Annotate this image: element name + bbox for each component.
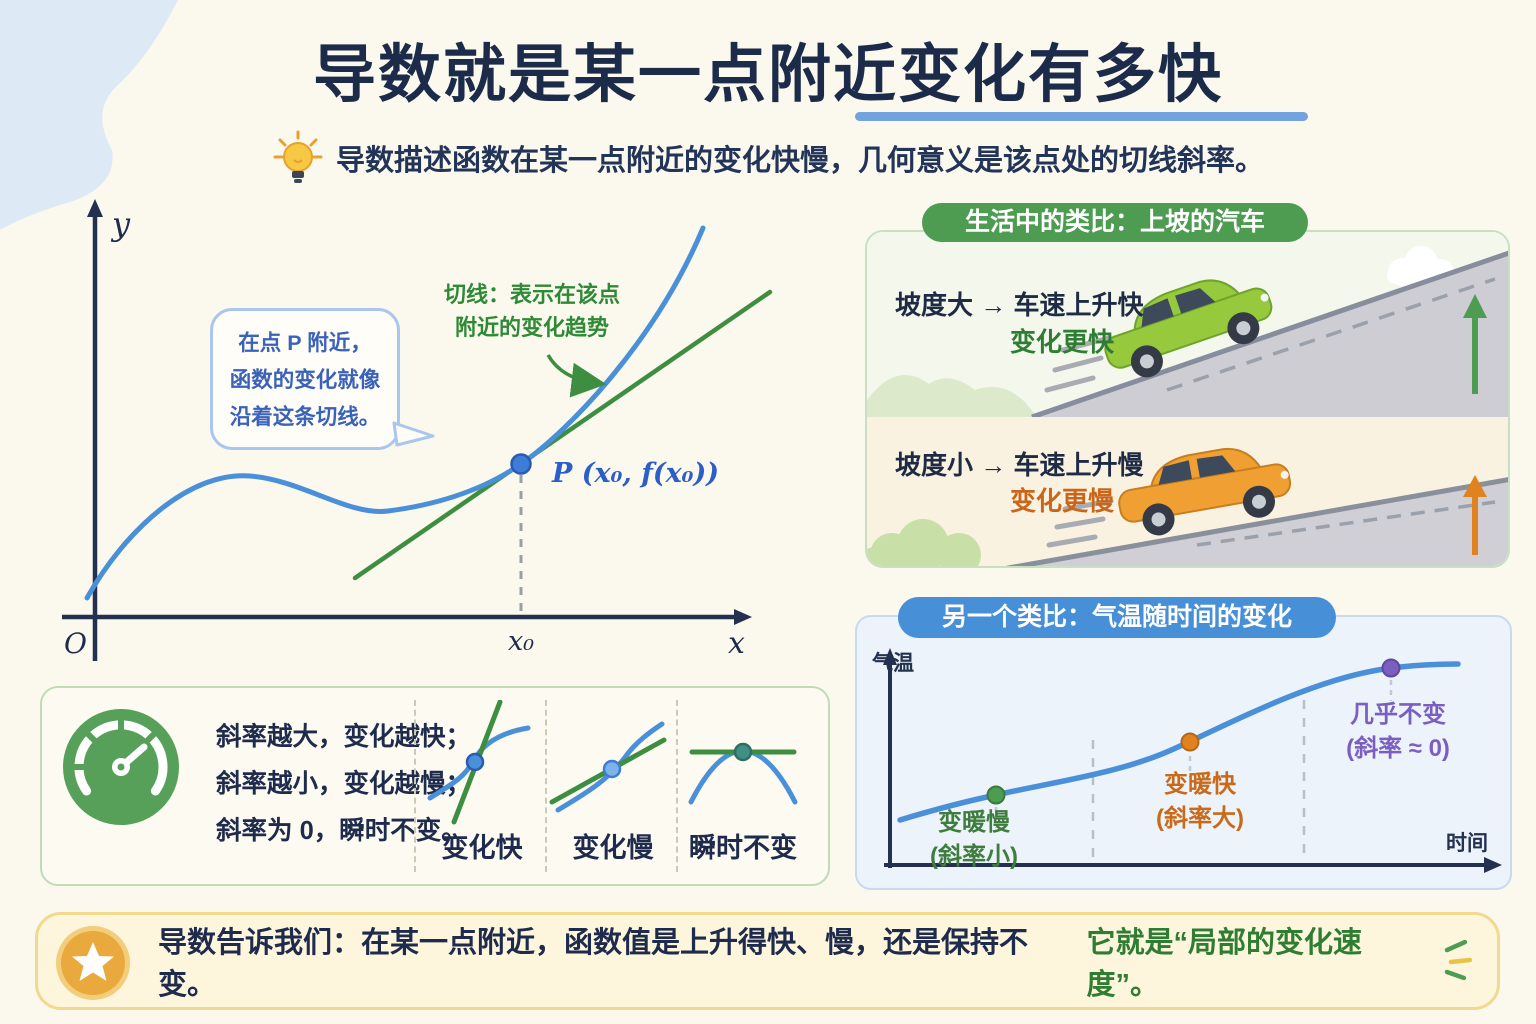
banner-main-text: 导数告诉我们：在某一点附近，函数值是上升得快、慢，还是保持不变。 — [158, 927, 1029, 1001]
divider — [545, 700, 547, 872]
sparkle-icon — [1444, 939, 1473, 981]
gentle-slope-graphic — [867, 447, 1508, 566]
green-car — [1104, 279, 1273, 378]
temperature-chart: 气温 时间 — [871, 648, 1502, 873]
lightbulb-icon — [273, 130, 323, 183]
speech-bubble: 在点 P 附近， 函数的变化就像 沿着这条切线。 — [210, 308, 400, 450]
gentle-caption: 坡度小 → 车速上升慢 — [895, 450, 1144, 480]
tangent-line — [352, 289, 773, 581]
mini-graph-flat — [688, 742, 798, 805]
temp-y-label: 气温 — [871, 651, 914, 675]
fast-point — [1180, 732, 1200, 752]
cloud — [1387, 246, 1454, 286]
note-arrow — [546, 354, 607, 398]
banner-accent-text: 它就是“局部的变化速度”。 — [1086, 927, 1362, 1001]
title-underline — [855, 112, 1308, 121]
origin-label: O — [64, 627, 87, 660]
tangent-note: 切线：表示在该点 附近的变化趋势 — [443, 282, 620, 340]
subtitle-row: 导数描述函数在某一点附近的变化快慢，几何意义是该点处的切线斜率。 — [0, 130, 1536, 186]
x-axis-label: x — [728, 626, 745, 661]
divider — [676, 700, 678, 872]
x0-tick-label: x₀ — [508, 626, 534, 657]
mini-label-fast: 变化快 — [441, 833, 523, 863]
subtitle-text: 导数描述函数在某一点附近的变化快慢，几何意义是该点处的切线斜率。 — [335, 145, 1264, 177]
slope-rules-text: 斜率越大，变化越快； 斜率越小，变化越慢； 斜率为 0，瞬时不变。 — [216, 723, 472, 846]
star-icon — [56, 926, 130, 1000]
steep-slope-scene: 坡度大 → 车速上升快 变化更快 — [867, 232, 1508, 417]
temp-x-label: 时间 — [1446, 832, 1488, 855]
summary-banner: 导数告诉我们：在某一点附近，函数值是上升得快、慢，还是保持不变。 它就是“局部的… — [35, 912, 1500, 1010]
banner-text: 导数告诉我们：在某一点附近，函数值是上升得快、慢，还是保持不变。 它就是“局部的… — [158, 915, 1473, 1007]
steep-subcaption: 变化更快 — [1010, 327, 1115, 357]
y-axis-arrow — [87, 199, 103, 217]
divider — [414, 700, 416, 872]
mini-graph-slow — [549, 721, 667, 813]
point-label: P (x₀, f(x₀)) — [552, 458, 720, 489]
y-axis-label: y — [110, 205, 131, 243]
car-panel: 坡度大 → 车速上升快 变化更快 — [865, 230, 1510, 568]
temp-panel-header: 另一个类比：气温随时间的变化 — [898, 597, 1336, 638]
x-axis-arrow — [734, 609, 752, 625]
speech-bubble-tail — [392, 421, 435, 447]
function-graph: y x O x₀ — [62, 199, 773, 661]
car-panel-header: 生活中的类比：上坡的汽车 — [922, 203, 1308, 242]
tangent-point — [510, 453, 532, 475]
speedometer-icon — [63, 709, 179, 825]
fast-point-label: 变暖快 (斜率大) — [1156, 771, 1244, 833]
flat-point — [1381, 658, 1401, 678]
steep-caption: 坡度大 → 车速上升快 — [895, 290, 1144, 320]
flat-point-label: 几乎不变 (斜率 ≈ 0) — [1346, 701, 1450, 763]
mini-label-slow: 变化慢 — [572, 833, 654, 863]
mini-label-flat: 瞬时不变 — [689, 833, 797, 863]
orange-car — [1118, 447, 1292, 536]
mini-graph-fast — [427, 700, 531, 825]
slow-point — [986, 785, 1006, 805]
page-title: 导数就是某一点附近变化有多快 — [313, 40, 1223, 110]
gentle-subcaption: 变化更慢 — [1010, 486, 1115, 516]
gentle-slope-scene: 坡度小 → 车速上升慢 变化更慢 — [867, 417, 1508, 566]
steep-slope-graphic — [867, 246, 1508, 417]
slow-point-label: 变暖慢 (斜率小) — [930, 809, 1018, 871]
corner-decoration — [0, 0, 178, 230]
